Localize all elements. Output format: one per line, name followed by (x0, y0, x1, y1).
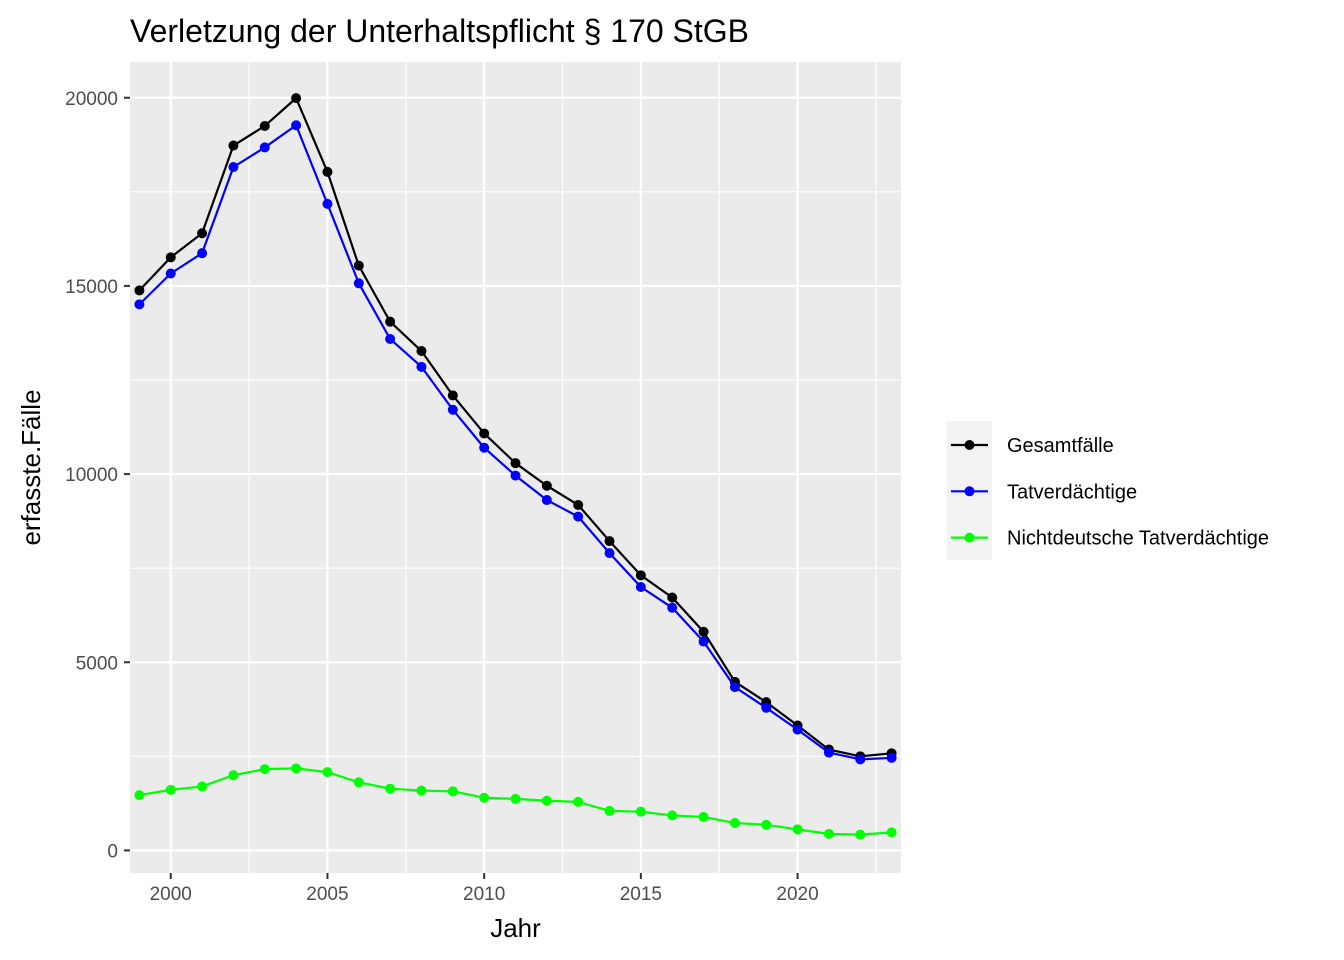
x-axis-title: Jahr (490, 913, 541, 943)
data-point (855, 754, 866, 765)
data-point (165, 252, 176, 263)
y-tick-label: 15000 (65, 277, 118, 298)
y-tick-label: 10000 (65, 465, 118, 486)
data-point (134, 285, 145, 296)
data-point (479, 792, 490, 803)
data-point (197, 781, 208, 792)
x-tick-label: 2020 (776, 884, 818, 905)
legend-item: Nichtdeutsche Tatverdächtige (951, 528, 1269, 550)
data-point (855, 829, 866, 840)
legend-key-point (964, 440, 975, 450)
data-point (447, 786, 458, 797)
data-point (541, 495, 552, 506)
grid-lines (130, 62, 901, 873)
y-axis-title: erfasste.Fälle (16, 389, 46, 545)
data-point (792, 824, 803, 835)
data-point (259, 764, 270, 775)
data-point (886, 752, 897, 763)
data-point (165, 268, 176, 279)
data-point (291, 763, 302, 774)
data-point (573, 499, 584, 510)
data-point (259, 120, 270, 131)
x-tick-label: 2005 (306, 884, 348, 905)
x-tick-label: 2000 (150, 884, 192, 905)
data-point (322, 166, 333, 177)
data-point (134, 790, 145, 801)
legend: Gesamtfälle Tatverdächtige Nichtdeutsche T… (947, 421, 1269, 560)
data-point (416, 346, 427, 357)
legend-key-point (964, 486, 975, 497)
data-point (823, 747, 834, 758)
data-point (604, 548, 615, 559)
data-point (635, 581, 646, 592)
data-point (698, 626, 709, 637)
data-point (322, 198, 333, 209)
data-point (604, 805, 615, 816)
data-point (165, 784, 176, 795)
data-point (573, 796, 584, 807)
data-point (197, 248, 208, 259)
data-point (447, 390, 458, 401)
data-point (510, 793, 521, 804)
data-point (197, 228, 208, 239)
series-3 (134, 763, 897, 840)
x-tick-label: 2015 (620, 884, 662, 905)
data-point (541, 795, 552, 806)
data-point (353, 278, 364, 289)
data-point (259, 142, 270, 153)
data-point (823, 828, 834, 839)
series-1 (134, 93, 897, 762)
y-tick-label: 0 (107, 841, 118, 862)
series-layer (134, 93, 897, 840)
data-point (698, 636, 709, 647)
data-point (353, 260, 364, 271)
y-tick-label: 5000 (76, 653, 118, 674)
data-point (322, 767, 333, 778)
data-point (541, 480, 552, 491)
x-tick-label: 2010 (463, 884, 505, 905)
data-point (510, 458, 521, 469)
data-point (635, 806, 646, 817)
data-point (385, 783, 396, 794)
data-point (228, 770, 239, 781)
data-point (635, 570, 646, 581)
legend-item: Gesamtfälle (951, 435, 1114, 457)
data-point (353, 777, 364, 788)
data-point (667, 810, 678, 821)
data-point (291, 93, 302, 104)
data-point (385, 316, 396, 327)
data-point (667, 592, 678, 603)
data-point (729, 682, 740, 693)
legend-item: Tatverdächtige (951, 481, 1137, 503)
y-tick-label: 20000 (65, 89, 118, 110)
data-point (479, 442, 490, 453)
series-2 (134, 120, 897, 765)
data-point (886, 827, 897, 838)
data-point (416, 785, 427, 796)
data-point (385, 333, 396, 344)
data-point (604, 536, 615, 547)
data-point (134, 299, 145, 310)
legend-label: Tatverdächtige (1007, 481, 1137, 503)
data-point (228, 161, 239, 172)
data-point (291, 120, 302, 131)
data-point (761, 819, 772, 830)
legend-key-point (964, 532, 975, 543)
data-point (792, 724, 803, 735)
data-point (447, 404, 458, 415)
data-point (667, 602, 678, 613)
legend-label: Gesamtfälle (1007, 435, 1114, 457)
chart-title: Verletzung der Unterhaltspflicht § 170 S… (130, 13, 749, 49)
data-point (573, 511, 584, 522)
data-point (479, 428, 490, 439)
data-point (761, 702, 772, 713)
data-point (510, 470, 521, 481)
data-point (698, 811, 709, 822)
legend-label: Nichtdeutsche Tatverdächtige (1007, 528, 1269, 550)
data-point (416, 361, 427, 372)
data-point (729, 817, 740, 828)
data-point (228, 140, 239, 151)
axis-ticks: 0 5000 10000 15000 20000 2000 2005 2010 2015 2020 (65, 89, 819, 905)
